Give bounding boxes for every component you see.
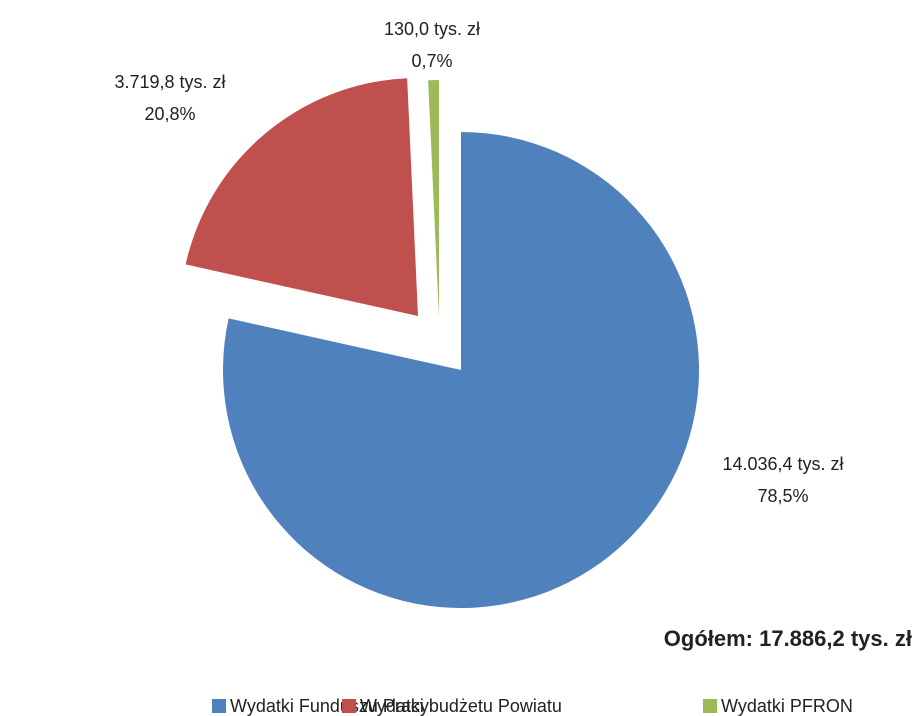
legend-swatch bbox=[342, 699, 356, 713]
percent-label: 20,8% bbox=[144, 104, 195, 124]
legend-swatch bbox=[212, 699, 226, 713]
value-label: 3.719,8 tys. zł bbox=[114, 72, 225, 92]
value-label: 14.036,4 tys. zł bbox=[722, 454, 843, 474]
pie-slice bbox=[428, 80, 439, 318]
percent-label: 78,5% bbox=[757, 486, 808, 506]
legend-label: Wydatki budżetu Powiatu bbox=[360, 696, 562, 716]
total-annotation: Ogółem: 17.886,2 tys. zł bbox=[664, 626, 912, 651]
value-label: 130,0 tys. zł bbox=[384, 19, 480, 39]
legend-label: Wydatki Funduszu Pracy bbox=[230, 696, 429, 716]
percent-label: 0,7% bbox=[411, 51, 452, 71]
pie-slice bbox=[222, 132, 699, 608]
legend-label: Wydatki PFRON bbox=[721, 696, 853, 716]
legend-swatch bbox=[703, 699, 717, 713]
pie-slice bbox=[185, 78, 418, 316]
